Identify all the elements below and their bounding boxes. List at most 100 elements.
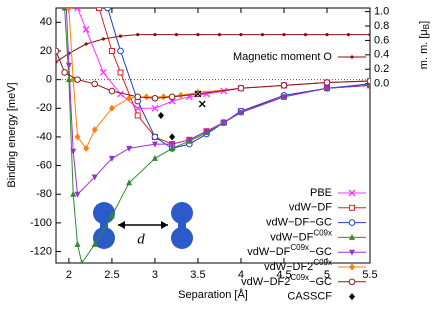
marker: [108, 212, 115, 219]
legend-marker: [349, 249, 355, 256]
marker: [65, 76, 72, 83]
y-tick-label: -20: [36, 102, 52, 114]
marker: [325, 33, 329, 37]
y-tick-label: -100: [30, 217, 52, 229]
text-part: m. m. [μ: [418, 29, 430, 69]
marker: [80, 259, 84, 263]
text-part: C09x: [313, 258, 332, 267]
marker: [366, 77, 370, 85]
marker: [153, 33, 157, 37]
marker: [65, 8, 72, 12]
y-tick-label: -60: [36, 159, 52, 171]
marker: [196, 33, 200, 37]
text-part: −GC: [309, 246, 332, 258]
legend-marker: [349, 204, 355, 211]
marker: [346, 33, 351, 37]
x-axis-label: Separation [Å]: [178, 288, 248, 301]
marker: [104, 8, 111, 12]
legend-marker: [350, 55, 354, 59]
plot-area: [56, 8, 370, 263]
marker: [61, 69, 68, 76]
marker: [151, 94, 159, 102]
marker: [118, 34, 123, 38]
marker: [108, 87, 116, 95]
y-axis-label: Binding energy [meV]: [6, 82, 18, 187]
legend-label: vdW−DFC09x: [270, 229, 332, 244]
marker: [91, 126, 98, 134]
marker: [91, 80, 99, 88]
marker: [117, 69, 124, 76]
marker: [108, 155, 115, 162]
x-tick-label: 2.5: [104, 269, 119, 281]
series-line: [98, 8, 370, 145]
legend-marker: [348, 219, 356, 226]
dumbbell-illustration: [93, 202, 193, 249]
x-tick-label: 3: [152, 269, 158, 281]
x-tick-label: 4: [238, 269, 244, 281]
marker: [101, 37, 105, 41]
marker: [136, 33, 140, 37]
legend-label: Magnetic moment O: [233, 51, 332, 63]
marker: [169, 144, 176, 151]
marker: [143, 93, 150, 101]
marker: [157, 111, 164, 119]
marker: [134, 93, 142, 101]
y2-tick-label: 0.6: [374, 34, 389, 46]
text-part: vdW−DF2: [264, 261, 313, 273]
marker: [168, 93, 176, 101]
y2-tick-label: 0.0: [374, 78, 389, 90]
x-tick-label: 4.5: [276, 269, 291, 281]
y2-tick-label: 0.2: [374, 63, 389, 75]
marker: [368, 33, 370, 37]
marker: [74, 240, 81, 247]
marker: [82, 26, 90, 33]
y2-tick-label: 0.4: [374, 49, 389, 61]
marker: [117, 47, 124, 55]
marker: [70, 148, 77, 155]
marker: [108, 47, 115, 54]
y-tick-label: 0: [46, 74, 52, 86]
marker: [280, 94, 287, 101]
marker: [151, 133, 159, 141]
y2-tick-label: 1.0: [374, 6, 389, 18]
y-tick-label: 20: [40, 45, 52, 57]
y2-tick-label: 0.8: [374, 20, 389, 32]
marker: [151, 141, 158, 148]
series-line: [107, 8, 370, 149]
text-part: C09x: [290, 243, 309, 252]
marker: [186, 137, 193, 144]
marker: [217, 33, 222, 37]
legend-label: vdW−DFC09x−GC: [247, 243, 332, 258]
marker: [280, 82, 288, 89]
plot-frame: [55, 7, 371, 264]
annotation: d: [137, 231, 145, 247]
marker: [96, 8, 103, 11]
y-tick-label: 40: [40, 16, 52, 28]
legend-label: vdW−DF2C09x: [264, 258, 332, 273]
y-tick-label: -40: [36, 131, 52, 143]
marker: [126, 145, 133, 152]
marker: [367, 82, 370, 89]
text-part: B: [422, 24, 431, 29]
marker: [303, 33, 308, 37]
marker: [323, 85, 330, 92]
text-part: C09x: [313, 229, 332, 238]
marker: [84, 42, 88, 46]
series-line: [65, 8, 370, 196]
marker: [56, 60, 58, 64]
text-part: vdW−DF: [247, 246, 290, 258]
marker: [74, 133, 81, 141]
marker: [323, 79, 331, 86]
marker: [237, 110, 244, 117]
text-part: C09x: [290, 273, 309, 282]
y2-axis-label: m. m. [μB]: [418, 21, 431, 69]
marker: [237, 84, 245, 92]
marker: [74, 191, 81, 198]
y-tick-label: -80: [36, 188, 52, 200]
marker: [220, 87, 228, 95]
marker: [260, 33, 265, 37]
legend-label: vdW−DF: [289, 202, 332, 214]
legend-marker: [348, 278, 356, 286]
marker: [203, 128, 210, 135]
